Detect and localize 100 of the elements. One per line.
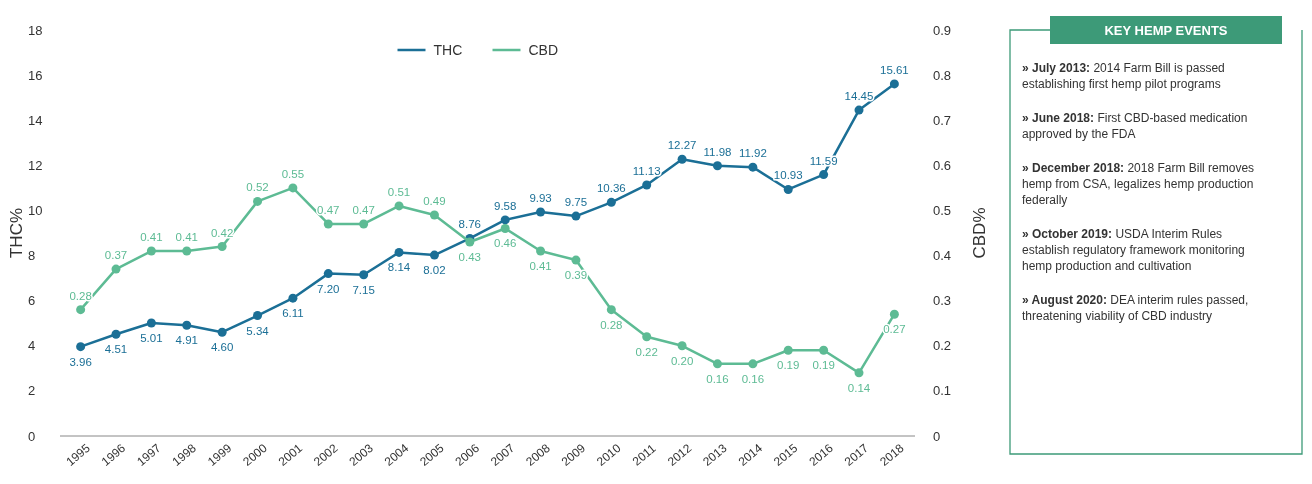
legend-label: CBD (528, 41, 559, 58)
legend-label: THC (433, 41, 463, 58)
data-label: 9.75 (564, 196, 588, 209)
data-label: 8.76 (458, 218, 481, 231)
point (288, 293, 298, 303)
point (182, 246, 192, 256)
data-label: 3.96 (69, 355, 92, 368)
point (712, 359, 722, 369)
text: » October 2019: USDA Interim Rules establish regulatory framework monitoring hemp production and cultivation (1022, 227, 1245, 273)
point (500, 223, 510, 233)
point (854, 105, 864, 115)
point (323, 269, 333, 279)
data-label: 0.14 (847, 381, 871, 394)
point (111, 329, 121, 339)
y-tick-label: 8 (28, 248, 36, 264)
data-label: 7.20 (317, 282, 340, 295)
point (642, 180, 652, 190)
y-axis-title: THC% (7, 207, 26, 259)
point (465, 237, 475, 247)
point (146, 318, 156, 328)
data-label: 12.27 (667, 139, 697, 152)
y-tick-label: 10 (28, 202, 43, 218)
point (783, 184, 793, 194)
data-label: 0.51 (387, 185, 411, 198)
point (748, 162, 758, 172)
data-label: 0.49 (423, 194, 446, 207)
data-label: 10.93 (773, 169, 803, 182)
point (536, 246, 546, 256)
point (359, 270, 369, 280)
point (677, 154, 687, 164)
data-label: 6.11 (282, 307, 304, 320)
data-label: 0.42 (210, 226, 234, 239)
data-label: 8.02 (423, 264, 446, 277)
y2-tick-label: 0.9 (933, 22, 952, 38)
point (429, 250, 439, 260)
point (606, 197, 616, 207)
point (359, 219, 369, 229)
text: » June 2018: First CBD-based medication approved by the FDA (1022, 111, 1248, 141)
y-tick-label: 0 (28, 428, 36, 444)
data-label: 0.41 (529, 260, 552, 273)
data-label: 0.52 (246, 181, 269, 194)
point (76, 305, 86, 315)
data-label: 8.14 (387, 261, 411, 274)
point (571, 255, 581, 265)
data-label: 9.58 (494, 199, 517, 212)
data-label: 0.37 (104, 249, 128, 262)
point (429, 210, 439, 220)
y2-tick-label: 0.4 (933, 248, 952, 264)
point (571, 211, 581, 221)
text: » July 2013: 2014 Farm Bill is passed establishing first hemp pilot programs (1022, 61, 1225, 91)
point (111, 264, 121, 274)
text: » August 2020: DEA interim rules passed, threatening viability of CBD industry (1022, 293, 1249, 323)
point (748, 359, 758, 369)
y2-tick-label: 0.8 (933, 67, 952, 83)
data-label: 4.60 (210, 341, 234, 354)
data-label: 10.36 (596, 182, 626, 195)
data-label: 0.20 (670, 354, 694, 367)
y2-tick-label: 0.1 (933, 383, 952, 399)
y2-axis-title: CBD% (970, 207, 989, 259)
point (854, 368, 864, 378)
y2-tick-label: 0 (933, 428, 941, 444)
y-tick-label: 12 (28, 157, 43, 173)
text: » December 2018: 2018 Farm Bill removes hemp from CSA, legalizes hemp production federally (1022, 161, 1255, 207)
data-label: 0.19 (777, 359, 800, 372)
point (889, 309, 899, 319)
point (536, 207, 546, 217)
text: KEY HEMP EVENTS (1104, 22, 1228, 38)
point (146, 246, 156, 256)
y-tick-label: 6 (28, 293, 36, 309)
data-label: 0.16 (706, 372, 729, 385)
y2-tick-label: 0.2 (933, 338, 952, 354)
point (394, 247, 404, 257)
data-label: 0.46 (494, 237, 517, 250)
data-label: 0.39 (564, 269, 588, 282)
data-label: 0.47 (317, 203, 340, 216)
data-label: 4.51 (104, 343, 128, 356)
data-label: 0.22 (635, 345, 658, 358)
point (783, 345, 793, 355)
y-tick-label: 2 (28, 383, 36, 399)
point (288, 183, 298, 193)
y2-tick-label: 0.5 (933, 202, 952, 218)
data-label: 0.55 (281, 167, 305, 180)
y2-tick-label: 0.6 (933, 157, 952, 173)
data-label: 0.28 (600, 318, 623, 331)
data-label: 11.92 (738, 147, 767, 160)
y-tick-label: 16 (28, 67, 43, 83)
data-label: 9.93 (529, 192, 552, 205)
point (182, 320, 192, 330)
data-label: 4.91 (175, 334, 198, 347)
point (253, 311, 263, 321)
point (76, 342, 86, 352)
data-label: 14.45 (844, 90, 874, 103)
data-label: 0.19 (812, 359, 835, 372)
y2-tick-label: 0.7 (933, 112, 952, 128)
data-label: 5.34 (246, 324, 270, 337)
y-tick-label: 4 (28, 338, 36, 354)
point (500, 215, 510, 225)
data-label: 0.47 (352, 203, 375, 216)
data-label: 0.16 (741, 372, 765, 385)
point (606, 305, 616, 315)
